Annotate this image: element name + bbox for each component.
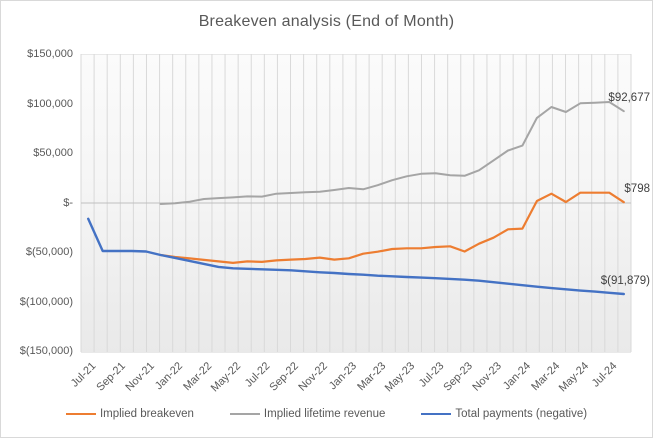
y-axis-tick-label: $- [63, 196, 73, 209]
y-axis-tick-label: $(150,000) [19, 345, 73, 357]
chart-title: Breakeven analysis (End of Month) [198, 13, 455, 30]
legend: Implied breakeven Implied lifetime revenu… [1, 408, 652, 420]
legend-item-total-payments-negative: Total payments (negative) [421, 408, 587, 420]
legend-line-swatch [421, 412, 452, 416]
legend-item-implied-lifetime-revenue: Implied lifetime revenue [229, 408, 386, 420]
series-line-implied-breakeven [159, 191, 625, 264]
legend-label: Total payments (negative) [455, 408, 588, 420]
legend-item-implied-breakeven: Implied breakeven [65, 408, 194, 420]
data-label-total-payments-negative: $(91,879) [601, 275, 650, 287]
legend-label: Implied lifetime revenue [263, 408, 386, 420]
legend-label: Implied breakeven [99, 408, 194, 420]
y-axis-tick-label: $150,000 [27, 48, 73, 60]
legend-line-swatch [229, 412, 260, 416]
data-label-implied-breakeven: $798 [624, 183, 650, 195]
data-label-implied-lifetime-revenue: $92,677 [608, 92, 650, 104]
y-axis-tick-label: $50,000 [33, 147, 73, 159]
y-axis-tick-label: $(50,000) [25, 246, 73, 258]
series-line-implied-lifetime-revenue [159, 101, 625, 205]
legend-line-swatch [65, 412, 96, 416]
y-axis-tick-label: $(100,000) [19, 295, 73, 308]
series-line-total-payments-negative [86, 217, 625, 296]
y-axis-tick-label: $100,000 [27, 97, 73, 110]
